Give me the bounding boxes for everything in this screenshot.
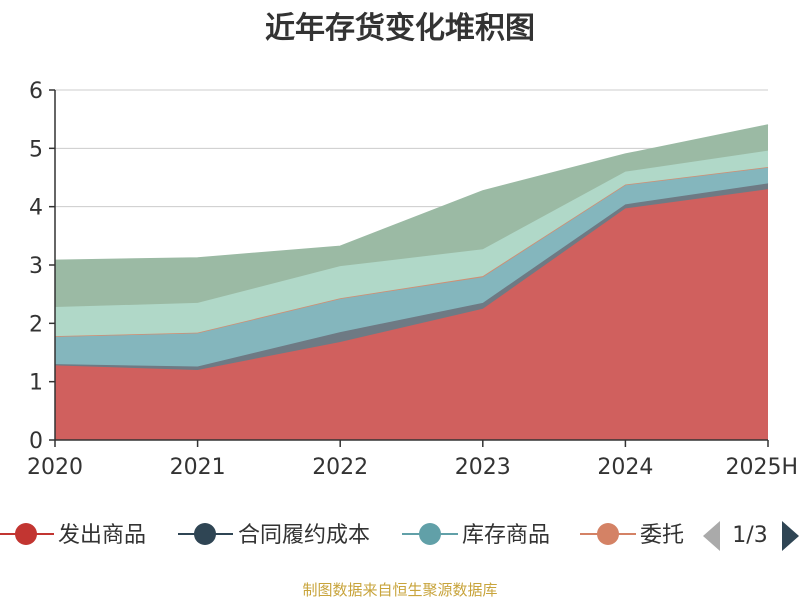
legend-item[interactable]: 委托 (580, 523, 684, 548)
area-series-layer (54, 124, 769, 440)
data-source-note: 制图数据来自恒生聚源数据库 (302, 581, 497, 599)
y-tick-label: 5 (29, 137, 43, 162)
legend-next-icon[interactable] (782, 521, 799, 551)
legend-label: 发出商品 (58, 523, 146, 548)
legend-item[interactable]: 库存商品 (402, 523, 550, 548)
x-tick-label: 2025H (725, 455, 798, 480)
series-line-5 (54, 149, 769, 308)
legend-marker-icon (194, 523, 216, 545)
axes: 0 1 2 3 4 5 6 2020 2021 2022 2023 2024 2025H (27, 79, 798, 480)
y-tick-label: 2 (29, 312, 43, 337)
series-line-6 (54, 124, 769, 262)
area-series-3 (55, 167, 768, 367)
y-tick-label: 0 (29, 429, 43, 454)
legend-label: 委托 (640, 523, 684, 548)
y-tick-label: 6 (29, 79, 43, 104)
area-series-6 (55, 125, 768, 307)
legend-marker-icon (419, 523, 441, 545)
legend-marker-icon (15, 523, 37, 545)
y-tick-label: 4 (29, 196, 43, 221)
legend-item[interactable]: 发出商品 (0, 523, 146, 548)
legend-marker-icon (597, 523, 619, 545)
area-series-2 (55, 183, 768, 370)
y-tick-label: 3 (29, 254, 43, 279)
x-tick-label: 2020 (27, 455, 83, 480)
legend-label: 合同履约成本 (238, 523, 370, 548)
area-series-1 (55, 189, 768, 440)
legend-item[interactable]: 合同履约成本 (178, 523, 370, 548)
x-tick-label: 2022 (312, 455, 368, 480)
chart-title: 近年存货变化堆积图 (265, 11, 535, 46)
area-series-5 (55, 150, 768, 337)
x-tick-label: 2023 (455, 455, 511, 480)
legend-prev-icon[interactable] (703, 521, 720, 551)
legend: 发出商品 合同履约成本 库存商品 委托 1/3 (0, 521, 799, 551)
y-tick-label: 1 (29, 371, 43, 396)
legend-label: 库存商品 (462, 523, 550, 548)
x-tick-label: 2024 (597, 455, 653, 480)
x-tick-label: 2021 (170, 455, 226, 480)
legend-page-indicator: 1/3 (732, 523, 767, 548)
